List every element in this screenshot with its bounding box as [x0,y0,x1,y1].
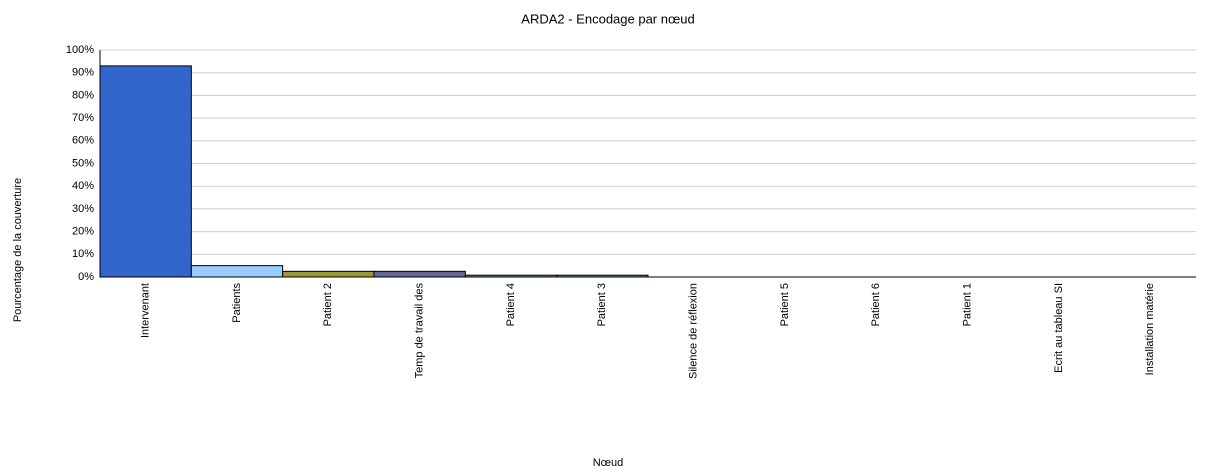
y-tick-label: 10% [72,248,94,260]
y-axis-label: Pourcentage de la couverture [12,178,24,322]
y-tick-label: 30% [72,203,94,215]
bar [99,65,192,278]
y-tick-label: 0% [78,271,94,283]
chart-title: ARDA2 - Encodage par nœud [521,11,694,26]
x-tick-label: Ecrit au tableau SI [1053,283,1065,373]
x-axis-label: Nœud [593,457,624,469]
y-tick-label: 70% [72,112,94,124]
x-tick-label: Patient 4 [505,283,517,326]
x-tick-label: Installation matérie [1144,283,1156,375]
x-tick-label: Patient 1 [962,283,974,326]
x-tick-label: Patient 5 [779,283,791,326]
y-tick-label: 20% [72,226,94,238]
x-tick-label: Patient 2 [322,283,334,326]
x-tick-label: Intervenant [140,283,152,338]
y-tick-label: 100% [66,44,94,56]
y-tick-label: 60% [72,135,94,147]
y-tick-label: 50% [72,157,94,169]
y-tick-label: 90% [72,67,94,79]
y-tick-label: 80% [72,89,94,101]
bar [282,270,375,278]
x-tick-label: Patient 6 [870,283,882,326]
x-tick-label: Patient 3 [596,283,608,326]
x-tick-label: Silence de réflexion [688,283,700,379]
x-tick-label: Temp de travail des [414,283,426,379]
bar [190,265,284,278]
x-tick-label: Patients [231,283,243,323]
y-tick-label: 40% [72,180,94,192]
bar [373,270,466,278]
